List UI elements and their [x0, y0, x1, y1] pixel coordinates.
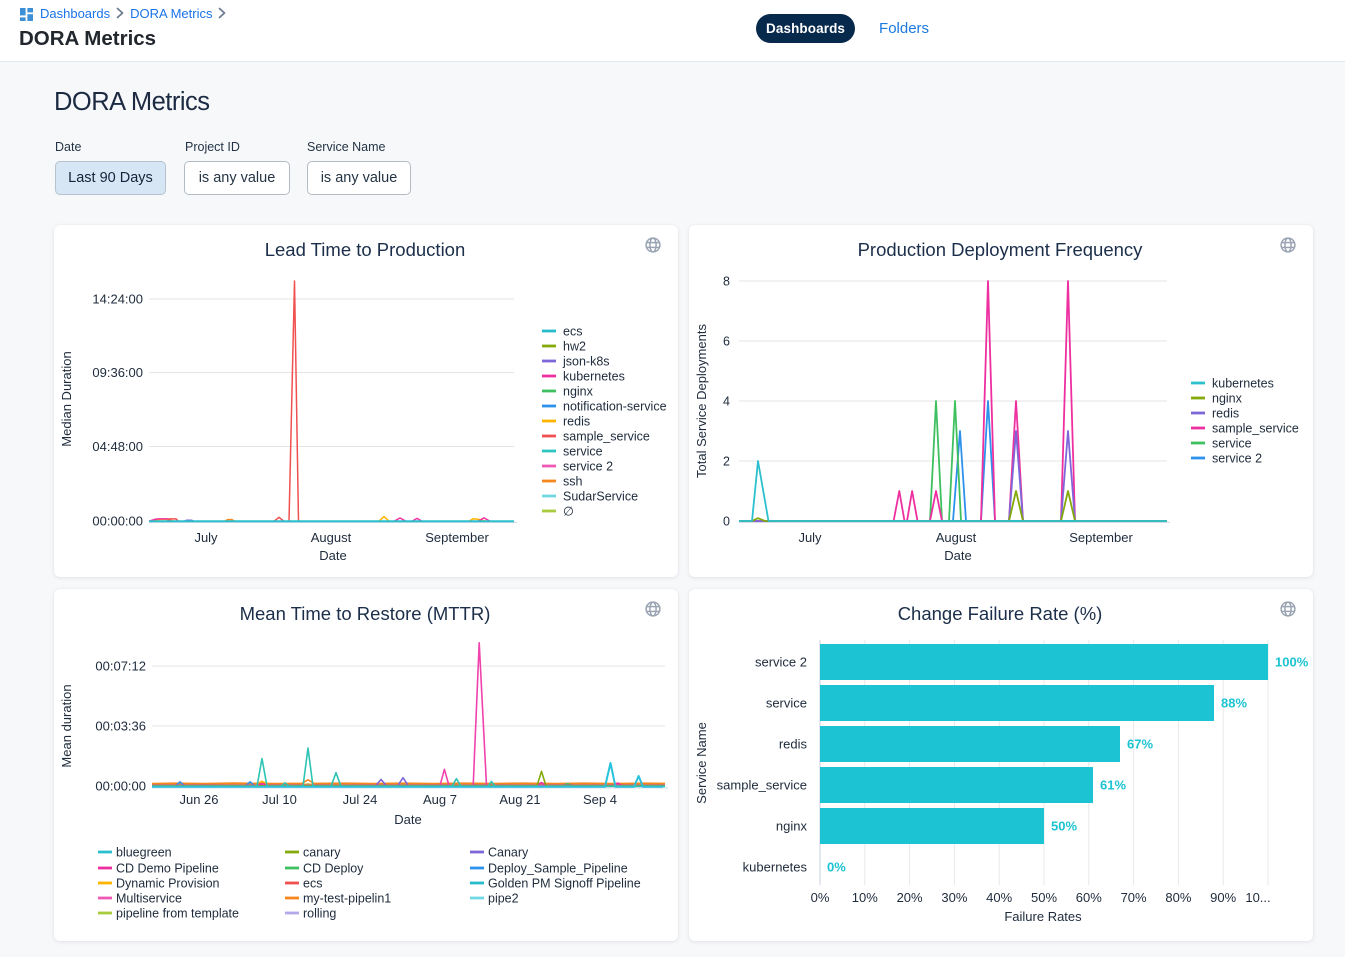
- svg-text:nginx: nginx: [776, 819, 808, 834]
- svg-text:August: August: [311, 530, 352, 545]
- svg-text:Median Duration: Median Duration: [59, 351, 74, 446]
- svg-text:SudarService: SudarService: [563, 490, 638, 504]
- svg-text:Dynamic Provision: Dynamic Provision: [116, 877, 220, 891]
- svg-text:8: 8: [723, 275, 730, 289]
- svg-text:09:36:00: 09:36:00: [92, 365, 143, 380]
- svg-text:Total Service Deployments: Total Service Deployments: [694, 324, 709, 478]
- svg-text:40%: 40%: [986, 890, 1012, 905]
- svg-text:nginx: nginx: [563, 385, 594, 399]
- svg-text:80%: 80%: [1165, 890, 1191, 905]
- svg-text:August: August: [936, 530, 977, 545]
- svg-text:ecs: ecs: [563, 325, 582, 339]
- svg-text:nginx: nginx: [1212, 392, 1243, 406]
- svg-text:redis: redis: [563, 415, 590, 429]
- svg-text:Aug 7: Aug 7: [423, 792, 457, 807]
- svg-text:service: service: [563, 445, 603, 459]
- svg-text:CD Deploy: CD Deploy: [303, 862, 364, 876]
- svg-text:json-k8s: json-k8s: [562, 355, 610, 369]
- svg-text:70%: 70%: [1121, 890, 1147, 905]
- svg-text:6: 6: [723, 335, 730, 349]
- svg-text:service 2: service 2: [1212, 452, 1262, 466]
- svg-text:Production Deployment Frequenc: Production Deployment Frequency: [858, 239, 1144, 260]
- svg-text:rolling: rolling: [303, 907, 336, 921]
- svg-text:July: July: [798, 530, 822, 545]
- svg-text:14:24:00: 14:24:00: [92, 292, 143, 307]
- svg-text:service 2: service 2: [563, 460, 613, 474]
- svg-text:service: service: [1212, 437, 1252, 451]
- svg-text:Aug 21: Aug 21: [499, 792, 540, 807]
- svg-text:Deploy_Sample_Pipeline: Deploy_Sample_Pipeline: [488, 862, 628, 876]
- svg-text:Failure Rates: Failure Rates: [1004, 909, 1082, 924]
- svg-text:50%: 50%: [1031, 890, 1057, 905]
- svg-text:∅: ∅: [563, 505, 574, 519]
- svg-text:kubernetes: kubernetes: [743, 860, 808, 875]
- svg-text:Date: Date: [319, 548, 346, 563]
- svg-text:60%: 60%: [1076, 890, 1102, 905]
- svg-text:Jun 26: Jun 26: [179, 792, 218, 807]
- svg-text:10%: 10%: [852, 890, 878, 905]
- svg-text:service 2: service 2: [755, 655, 807, 670]
- svg-text:10...: 10...: [1245, 890, 1270, 905]
- svg-text:September: September: [425, 530, 489, 545]
- svg-text:04:48:00: 04:48:00: [92, 439, 143, 454]
- svg-text:88%: 88%: [1221, 696, 1247, 711]
- svg-text:Mean duration: Mean duration: [59, 684, 74, 767]
- svg-text:90%: 90%: [1210, 890, 1236, 905]
- svg-text:Change Failure Rate (%): Change Failure Rate (%): [898, 603, 1103, 624]
- svg-text:0%: 0%: [811, 890, 830, 905]
- svg-text:sample_service: sample_service: [717, 778, 807, 793]
- svg-text:30%: 30%: [941, 890, 967, 905]
- svg-text:00:03:36: 00:03:36: [95, 719, 146, 734]
- svg-text:sample_service: sample_service: [1212, 422, 1299, 436]
- svg-text:Jul 24: Jul 24: [343, 792, 378, 807]
- svg-text:sample_service: sample_service: [563, 430, 650, 444]
- svg-text:Date: Date: [944, 548, 971, 563]
- svg-text:canary: canary: [303, 846, 341, 860]
- svg-text:00:00:00: 00:00:00: [95, 779, 146, 794]
- svg-text:Jul 10: Jul 10: [262, 792, 297, 807]
- svg-text:September: September: [1069, 530, 1133, 545]
- svg-text:Mean Time to Restore (MTTR): Mean Time to Restore (MTTR): [240, 603, 491, 624]
- svg-text:kubernetes: kubernetes: [1212, 377, 1274, 391]
- svg-text:61%: 61%: [1100, 778, 1126, 793]
- svg-text:ecs: ecs: [303, 877, 322, 891]
- svg-text:50%: 50%: [1051, 819, 1077, 834]
- svg-text:hw2: hw2: [563, 340, 586, 354]
- svg-text:July: July: [194, 530, 218, 545]
- svg-text:redis: redis: [1212, 407, 1239, 421]
- svg-text:pipeline from template: pipeline from template: [116, 907, 239, 921]
- svg-text:0%: 0%: [827, 860, 846, 875]
- svg-text:pipe2: pipe2: [488, 892, 519, 906]
- svg-text:kubernetes: kubernetes: [563, 370, 625, 384]
- svg-text:100%: 100%: [1275, 655, 1309, 670]
- svg-text:notification-service: notification-service: [563, 400, 667, 414]
- svg-text:Date: Date: [394, 812, 421, 827]
- svg-text:CD Demo Pipeline: CD Demo Pipeline: [116, 862, 219, 876]
- svg-text:2: 2: [723, 455, 730, 469]
- svg-text:00:00:00: 00:00:00: [92, 514, 143, 529]
- svg-text:Service Name: Service Name: [694, 722, 709, 804]
- svg-text:4: 4: [723, 395, 730, 409]
- svg-text:67%: 67%: [1127, 737, 1153, 752]
- svg-text:bluegreen: bluegreen: [116, 846, 172, 860]
- svg-text:Canary: Canary: [488, 846, 529, 860]
- svg-text:redis: redis: [779, 737, 808, 752]
- svg-text:Multiservice: Multiservice: [116, 892, 182, 906]
- svg-text:Golden PM Signoff Pipeline: Golden PM Signoff Pipeline: [488, 877, 641, 891]
- svg-text:Sep 4: Sep 4: [583, 792, 617, 807]
- svg-text:0: 0: [723, 515, 730, 529]
- svg-text:00:07:12: 00:07:12: [95, 659, 146, 674]
- svg-text:20%: 20%: [897, 890, 923, 905]
- svg-text:ssh: ssh: [563, 475, 583, 489]
- svg-text:service: service: [766, 696, 807, 711]
- svg-text:my-test-pipelin1: my-test-pipelin1: [303, 892, 391, 906]
- svg-text:Lead Time to Production: Lead Time to Production: [265, 239, 466, 260]
